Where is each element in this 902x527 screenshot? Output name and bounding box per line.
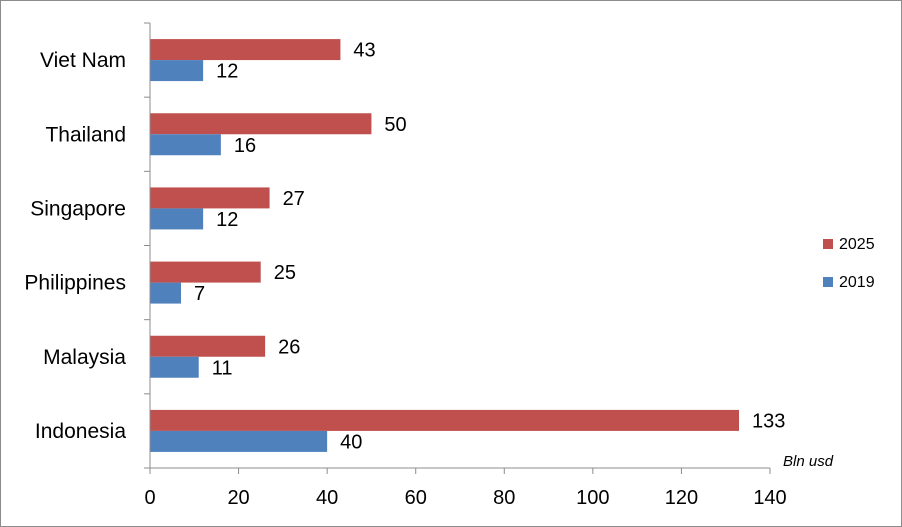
- x-tick-label-120: 120: [665, 487, 698, 509]
- data-label-thailand-2019: 16: [234, 135, 256, 157]
- x-tick-label-100: 100: [576, 487, 609, 509]
- category-label-malaysia: Malaysia: [43, 346, 126, 369]
- legend-swatch-2025: [823, 239, 833, 249]
- legend-swatch-2019: [823, 277, 833, 287]
- bar-malaysia-2019: [150, 356, 199, 378]
- category-label-thailand: Thailand: [45, 123, 126, 146]
- x-tick-label-60: 60: [405, 487, 427, 509]
- x-tick-label-20: 20: [227, 487, 249, 509]
- bar-viet-nam-2019: [150, 60, 204, 82]
- bar-indonesia-2025: [150, 409, 739, 431]
- axis-unit-label: Bln usd: [783, 453, 834, 470]
- x-tick-label-40: 40: [316, 487, 338, 509]
- category-label-singapore: Singapore: [30, 197, 126, 220]
- bar-viet-nam-2025: [150, 39, 341, 61]
- data-label-philippines-2019: 7: [194, 283, 205, 305]
- legend-label-2019: 2019: [839, 274, 875, 291]
- bars-layer: [150, 39, 739, 452]
- data-label-malaysia-2025: 26: [278, 336, 300, 358]
- category-label-philippines: Philippines: [24, 272, 126, 295]
- x-tick-label-140: 140: [753, 487, 786, 509]
- data-label-indonesia-2025: 133: [752, 410, 785, 432]
- data-label-thailand-2025: 50: [384, 114, 406, 136]
- category-label-indonesia: Indonesia: [35, 420, 126, 443]
- bar-philippines-2025: [150, 261, 261, 283]
- bar-thailand-2025: [150, 113, 372, 135]
- bar-philippines-2019: [150, 282, 181, 304]
- x-tick-label-80: 80: [493, 487, 515, 509]
- x-tick-label-0: 0: [144, 487, 155, 509]
- data-label-viet-nam-2019: 12: [216, 61, 238, 83]
- bar-thailand-2019: [150, 134, 221, 156]
- category-label-viet-nam: Viet Nam: [40, 49, 126, 72]
- labels-layer: 43 12 Viet Nam 50 16 Thailand 27 12 Singapore 25 7…: [24, 40, 833, 509]
- legend: 2025 2019: [823, 236, 875, 291]
- data-label-singapore-2019: 12: [216, 209, 238, 231]
- data-label-viet-nam-2025: 43: [353, 40, 375, 62]
- bar-singapore-2025: [150, 187, 270, 209]
- data-label-malaysia-2019: 11: [212, 357, 233, 379]
- data-label-indonesia-2019: 40: [340, 431, 362, 453]
- bar-singapore-2019: [150, 208, 204, 230]
- data-label-singapore-2025: 27: [283, 188, 305, 210]
- bar-malaysia-2025: [150, 335, 266, 357]
- bar-indonesia-2019: [150, 430, 328, 452]
- data-label-philippines-2025: 25: [274, 262, 296, 284]
- legend-label-2025: 2025: [839, 236, 875, 253]
- axes-layer: [144, 22, 771, 474]
